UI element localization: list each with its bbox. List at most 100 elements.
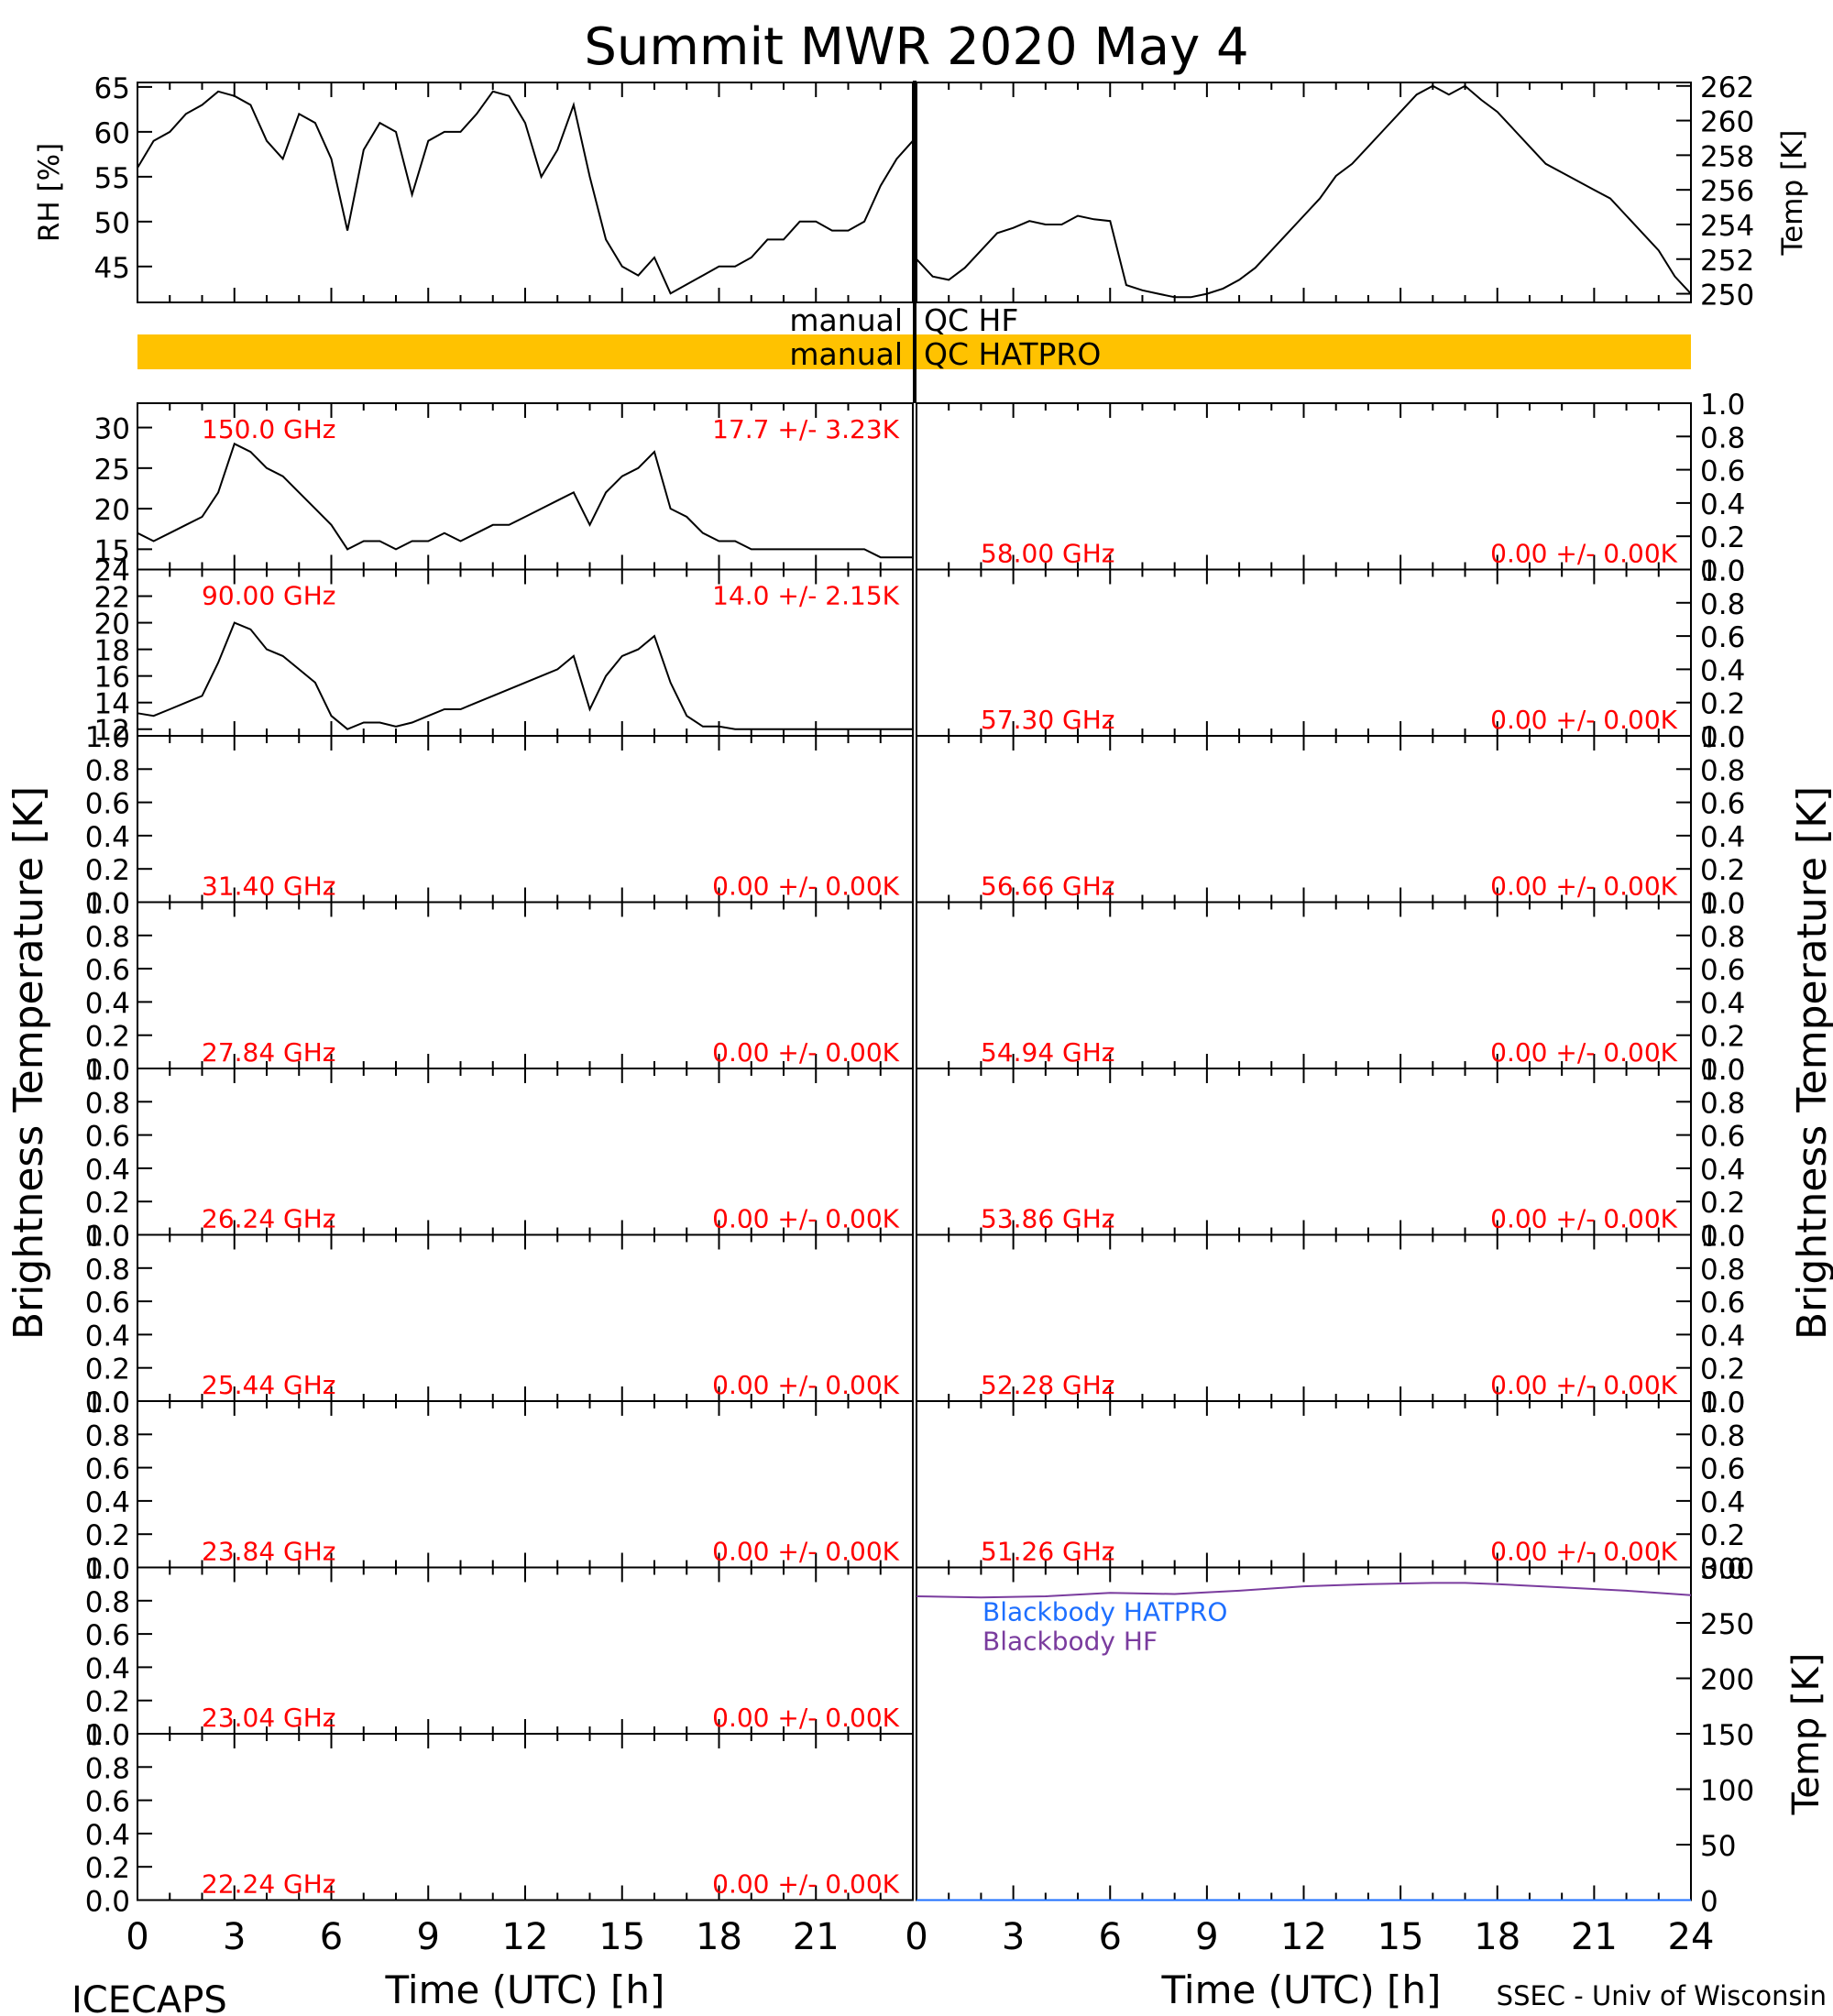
x-tick-label: 21 xyxy=(793,1916,840,1958)
x-tick-label: 21 xyxy=(1571,1916,1618,1958)
channel-panel-ytick-label: 0.6 xyxy=(85,1453,130,1486)
channel-panel-ytick-label: 0.8 xyxy=(85,1087,130,1120)
channel-panel-ytick-label: 0.2 xyxy=(85,1187,130,1220)
rh-panel-ytick-label: 55 xyxy=(94,162,130,195)
channel-panel-ytick-label: 0.6 xyxy=(85,1287,130,1320)
channel-panel-ytick-label: 0.4 xyxy=(85,1154,130,1187)
channel-panel-ytick-label: 0.6 xyxy=(85,954,130,987)
channel-panel-ytick-label: 0.0 xyxy=(1700,888,1745,921)
channel-panel-ytick-label: 0.2 xyxy=(1700,854,1745,887)
channel-panel-ytick-label: 0.4 xyxy=(1700,1486,1745,1519)
channel-panel-ytick-label: 0.6 xyxy=(1700,1287,1745,1320)
channel-panel-ytick-label: 24 xyxy=(94,555,130,588)
x-tick-label: 9 xyxy=(1195,1916,1218,1958)
rh-panel-ytick-label: 60 xyxy=(94,117,130,150)
channel-panel-ytick-label: 0.2 xyxy=(1700,1187,1745,1220)
channel-panel-ytick-label: 0.8 xyxy=(85,1419,130,1452)
channel-panel-ytick-label: 1.0 xyxy=(1700,721,1745,754)
qc-row-label: manual xyxy=(789,336,903,372)
channel-panel-ytick-label: 0.0 xyxy=(1700,1054,1745,1087)
channel-frequency-label: 150.0 GHz xyxy=(202,414,336,444)
temp-panel-ytick-label: 262 xyxy=(1700,71,1754,104)
channel-panel-ytick-label: 0.6 xyxy=(1700,1121,1745,1154)
channel-panel-ytick-label: 0.0 xyxy=(1700,1553,1745,1586)
rh-panel-frame xyxy=(137,82,914,303)
channel-panel-ytick-label: 0.0 xyxy=(1700,1221,1745,1254)
channel-panel-ytick-label: 0.0 xyxy=(1700,721,1745,754)
channel-panel-ytick-label: 0.0 xyxy=(85,1221,130,1254)
channel-panel-ytick-label: 0.0 xyxy=(1700,555,1745,588)
channel-panel-ytick-label: 0.6 xyxy=(85,1121,130,1154)
channel-frequency-label: 27.84 GHz xyxy=(202,1037,336,1068)
temp-panel-ytick-label: 256 xyxy=(1700,175,1754,208)
x-tick-label: 24 xyxy=(1668,1916,1715,1958)
channel-panel-ytick-label: 0.8 xyxy=(85,754,130,787)
x-axis-label-left: Time (UTC) [h] xyxy=(385,1967,665,2012)
channel-panel-ytick-label: 0.8 xyxy=(85,921,130,954)
channel-stats-label: 0.00 +/- 0.00K xyxy=(712,1370,899,1400)
channel-panel-ytick-label: 15 xyxy=(94,534,130,567)
temp-series-line xyxy=(916,84,1692,299)
channel-panel-ytick-label: 0.8 xyxy=(85,1254,130,1287)
channel-panel-ytick-label: 18 xyxy=(94,635,130,668)
rh-axis-label: RH [%] xyxy=(33,143,66,242)
blackbody-legend-label: Blackbody HF xyxy=(982,1627,1158,1657)
channel-frequency-label: 23.04 GHz xyxy=(202,1703,336,1733)
channel-panel-ytick-label: 0.8 xyxy=(1700,422,1745,455)
channel-stats-label: 17.7 +/- 3.23K xyxy=(712,414,899,444)
channel-frequency-label: 51.26 GHz xyxy=(981,1537,1115,1567)
channel-stats-label: 0.00 +/- 0.00K xyxy=(712,1703,899,1733)
channel-frequency-label: 54.94 GHz xyxy=(981,1037,1115,1068)
channel-panel-ytick-label: 0.6 xyxy=(85,1786,130,1819)
channel-stats-label: 0.00 +/- 0.00K xyxy=(1490,705,1677,735)
channel-panel-ytick-label: 1.0 xyxy=(85,1553,130,1586)
channel-panel-ytick-label: 0.2 xyxy=(85,1353,130,1386)
channel-panel-ytick-label: 0.0 xyxy=(85,888,130,921)
channel-panel-ytick-label: 0.2 xyxy=(1700,688,1745,721)
channel-stats-label: 0.00 +/- 0.00K xyxy=(1490,1370,1677,1400)
channel-panel-ytick-label: 0.6 xyxy=(85,788,130,821)
channel-panel-ytick-label: 14 xyxy=(94,688,130,721)
channel-panel-ytick-label: 1.0 xyxy=(1700,389,1745,422)
x-tick-label: 3 xyxy=(223,1916,246,1958)
channel-panel-ytick-label: 0.0 xyxy=(85,1719,130,1752)
channel-panel-ytick-label: 12 xyxy=(94,715,130,748)
channel-panel-ytick-label: 0.6 xyxy=(1700,455,1745,488)
channel-panel-ytick-label: 0.2 xyxy=(85,1021,130,1054)
rh-panel-ytick-label: 50 xyxy=(94,207,130,240)
channel-panel-ytick-label: 1.0 xyxy=(85,1054,130,1087)
y-axis-label-left: Brightness Temperature [K] xyxy=(5,786,52,1340)
channel-frequency-label: 25.44 GHz xyxy=(202,1370,336,1400)
channel-series-line xyxy=(137,621,913,730)
channel-panel-ytick-label: 0.4 xyxy=(1700,987,1745,1020)
channel-panel-ytick-label: 0.4 xyxy=(85,1819,130,1852)
channel-frequency-label: 22.24 GHz xyxy=(202,1869,336,1900)
channel-panel-ytick-label: 0.4 xyxy=(1700,821,1745,854)
temp-panel-ytick-label: 260 xyxy=(1700,106,1754,139)
blackbody-panel-ytick-label: 150 xyxy=(1700,1719,1754,1752)
channel-panel-ytick-label: 0.0 xyxy=(85,1386,130,1419)
channel-panel-ytick-label: 30 xyxy=(94,413,130,446)
channel-panel-ytick-label: 1.0 xyxy=(85,888,130,921)
rh-series-line xyxy=(137,90,914,295)
channel-panel-ytick-label: 0.2 xyxy=(85,1686,130,1719)
channel-panel-ytick-label: 0.8 xyxy=(85,1752,130,1785)
footer-right-label: SSEC - Univ of Wisconsin xyxy=(1497,1980,1827,2011)
channel-panel-ytick-label: 0.8 xyxy=(85,1586,130,1619)
x-tick-label: 3 xyxy=(1002,1916,1025,1958)
channel-panel-ytick-label: 0.0 xyxy=(1700,1386,1745,1419)
channel-series-line xyxy=(137,442,913,559)
y-axis-label-right: Brightness Temperature [K] xyxy=(1789,786,1833,1340)
channel-panel-ytick-label: 0.8 xyxy=(1700,588,1745,621)
channel-stats-label: 0.00 +/- 0.00K xyxy=(712,1037,899,1068)
x-axis-label-right: Time (UTC) [h] xyxy=(1161,1967,1442,2012)
channel-panel-ytick-label: 0.8 xyxy=(1700,1254,1745,1287)
channel-panel-ytick-label: 0.6 xyxy=(1700,788,1745,821)
channel-panel-ytick-label: 0.4 xyxy=(1700,1320,1745,1353)
temp-panel-ytick-label: 252 xyxy=(1700,245,1754,278)
channel-panel-ytick-label: 1.0 xyxy=(1700,555,1745,588)
channel-panel-ytick-label: 0.0 xyxy=(85,1553,130,1586)
channel-stats-label: 0.00 +/- 0.00K xyxy=(712,1869,899,1900)
channel-panel-ytick-label: 0.2 xyxy=(85,1519,130,1552)
